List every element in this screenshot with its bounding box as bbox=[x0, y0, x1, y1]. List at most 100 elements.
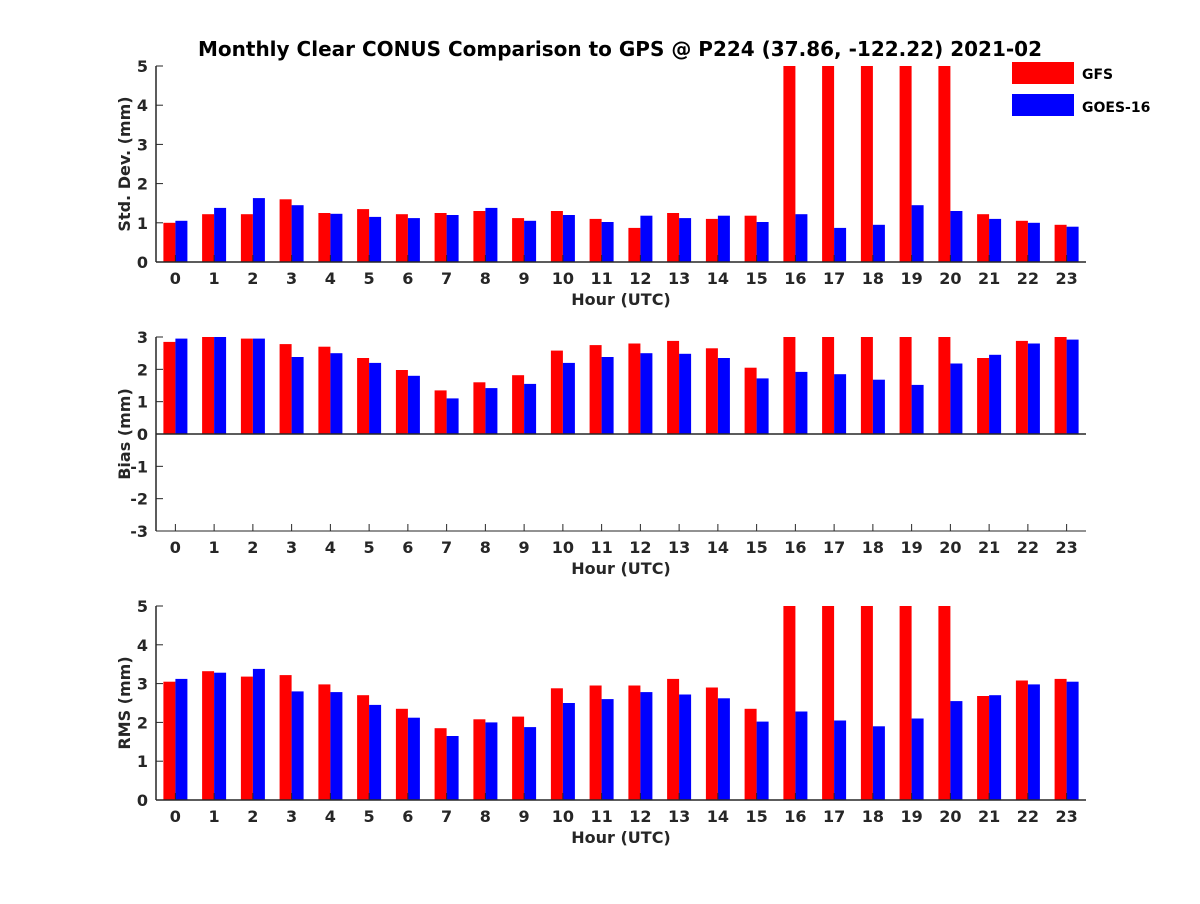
bar-gfs-0-1 bbox=[202, 214, 215, 262]
x-tick-label-1-6: 6 bbox=[402, 538, 413, 557]
bar-gfs-2-13 bbox=[667, 678, 680, 800]
x-tick-label-0-1: 1 bbox=[209, 269, 220, 288]
x-axis-label-1: Hour (UTC) bbox=[571, 559, 671, 578]
bar-gfs-1-20 bbox=[938, 337, 951, 434]
bar-goes16-0-20 bbox=[950, 211, 963, 262]
bar-goes16-2-18 bbox=[872, 726, 885, 800]
bar-goes16-1-22 bbox=[1027, 343, 1040, 434]
y-tick-label-2-2: 2 bbox=[137, 713, 148, 732]
x-tick-label-0-15: 15 bbox=[745, 269, 767, 288]
bar-goes16-0-21 bbox=[989, 218, 1002, 262]
x-tick-label-0-23: 23 bbox=[1055, 269, 1077, 288]
x-tick-label-1-16: 16 bbox=[784, 538, 806, 557]
bar-gfs-1-13 bbox=[667, 340, 680, 434]
bar-gfs-2-18 bbox=[860, 606, 873, 800]
bar-gfs-1-18 bbox=[860, 337, 873, 434]
bar-goes16-1-9 bbox=[524, 383, 537, 434]
bar-gfs-0-3 bbox=[279, 199, 292, 262]
bar-goes16-1-10 bbox=[562, 362, 575, 434]
bar-goes16-1-6 bbox=[407, 375, 420, 434]
x-tick-label-1-8: 8 bbox=[480, 538, 491, 557]
bar-gfs-1-12 bbox=[628, 343, 641, 434]
bar-gfs-1-7 bbox=[434, 390, 447, 434]
bar-goes16-0-18 bbox=[872, 224, 885, 262]
bar-gfs-0-7 bbox=[434, 213, 447, 262]
bar-goes16-2-6 bbox=[407, 717, 420, 800]
bar-goes16-0-14 bbox=[717, 215, 730, 262]
x-tick-label-0-17: 17 bbox=[823, 269, 845, 288]
bar-gfs-0-6 bbox=[395, 214, 408, 262]
x-tick-label-2-21: 21 bbox=[978, 807, 1000, 826]
bar-goes16-2-11 bbox=[601, 699, 614, 800]
x-tick-label-1-22: 22 bbox=[1017, 538, 1039, 557]
bar-gfs-1-3 bbox=[279, 344, 292, 434]
bar-gfs-2-5 bbox=[357, 695, 370, 800]
bar-gfs-0-14 bbox=[705, 218, 718, 262]
y-tick-label-1--2: -2 bbox=[130, 490, 148, 509]
bar-gfs-2-8 bbox=[473, 719, 486, 800]
x-tick-label-2-20: 20 bbox=[939, 807, 961, 826]
x-tick-label-1-4: 4 bbox=[325, 538, 336, 557]
bar-goes16-2-7 bbox=[446, 736, 459, 800]
bar-goes16-0-19 bbox=[911, 205, 924, 262]
bar-goes16-2-0 bbox=[175, 678, 188, 800]
legend-swatch-gfs bbox=[1012, 62, 1074, 84]
bar-gfs-0-18 bbox=[860, 66, 873, 262]
y-tick-label-1-1: 1 bbox=[137, 393, 148, 412]
bar-goes16-1-20 bbox=[950, 363, 963, 434]
bar-goes16-0-11 bbox=[601, 222, 614, 262]
bar-gfs-1-19 bbox=[899, 337, 912, 434]
bar-gfs-0-10 bbox=[550, 211, 563, 262]
x-tick-label-2-2: 2 bbox=[247, 807, 258, 826]
bar-gfs-1-8 bbox=[473, 382, 486, 434]
x-tick-label-2-6: 6 bbox=[402, 807, 413, 826]
bar-goes16-0-3 bbox=[291, 205, 304, 262]
bar-goes16-0-23 bbox=[1066, 226, 1079, 262]
chart-title: Monthly Clear CONUS Comparison to GPS @ … bbox=[198, 37, 1042, 61]
legend-swatch-goes16 bbox=[1012, 94, 1074, 116]
bar-goes16-2-21 bbox=[989, 695, 1002, 800]
x-tick-label-2-8: 8 bbox=[480, 807, 491, 826]
bar-goes16-2-16 bbox=[795, 711, 808, 800]
x-tick-label-0-5: 5 bbox=[364, 269, 375, 288]
x-tick-label-2-11: 11 bbox=[590, 807, 612, 826]
bar-gfs-1-4 bbox=[318, 346, 331, 434]
x-tick-label-0-4: 4 bbox=[325, 269, 336, 288]
bar-gfs-1-5 bbox=[357, 358, 370, 434]
legend-label-gfs: GFS bbox=[1082, 67, 1113, 83]
bar-gfs-2-9 bbox=[512, 716, 525, 800]
bar-goes16-0-16 bbox=[795, 214, 808, 262]
y-tick-label-2-4: 4 bbox=[137, 636, 148, 655]
x-tick-label-1-13: 13 bbox=[668, 538, 690, 557]
bar-goes16-0-1 bbox=[214, 207, 227, 262]
bar-gfs-1-10 bbox=[550, 350, 563, 434]
bar-goes16-1-16 bbox=[795, 371, 808, 434]
x-tick-label-0-21: 21 bbox=[978, 269, 1000, 288]
bar-goes16-2-22 bbox=[1027, 684, 1040, 800]
x-tick-label-2-5: 5 bbox=[364, 807, 375, 826]
x-tick-label-0-20: 20 bbox=[939, 269, 961, 288]
x-tick-label-2-15: 15 bbox=[745, 807, 767, 826]
x-tick-label-1-9: 9 bbox=[519, 538, 530, 557]
x-tick-label-2-0: 0 bbox=[170, 807, 181, 826]
x-tick-label-2-9: 9 bbox=[519, 807, 530, 826]
bar-goes16-2-2 bbox=[252, 668, 265, 800]
bar-goes16-0-0 bbox=[175, 220, 188, 262]
x-tick-label-1-12: 12 bbox=[629, 538, 651, 557]
x-tick-label-2-18: 18 bbox=[862, 807, 884, 826]
bar-goes16-0-9 bbox=[524, 220, 537, 262]
bar-goes16-1-19 bbox=[911, 384, 924, 434]
x-tick-label-1-23: 23 bbox=[1055, 538, 1077, 557]
bar-goes16-0-7 bbox=[446, 215, 459, 262]
bar-goes16-2-1 bbox=[214, 672, 227, 800]
bar-gfs-2-0 bbox=[163, 681, 176, 800]
x-tick-label-2-14: 14 bbox=[707, 807, 729, 826]
bar-gfs-2-19 bbox=[899, 606, 912, 800]
x-tick-label-2-10: 10 bbox=[552, 807, 574, 826]
x-tick-label-0-12: 12 bbox=[629, 269, 651, 288]
bar-gfs-2-14 bbox=[705, 687, 718, 800]
bar-goes16-2-19 bbox=[911, 718, 924, 800]
bar-goes16-2-5 bbox=[369, 704, 382, 800]
